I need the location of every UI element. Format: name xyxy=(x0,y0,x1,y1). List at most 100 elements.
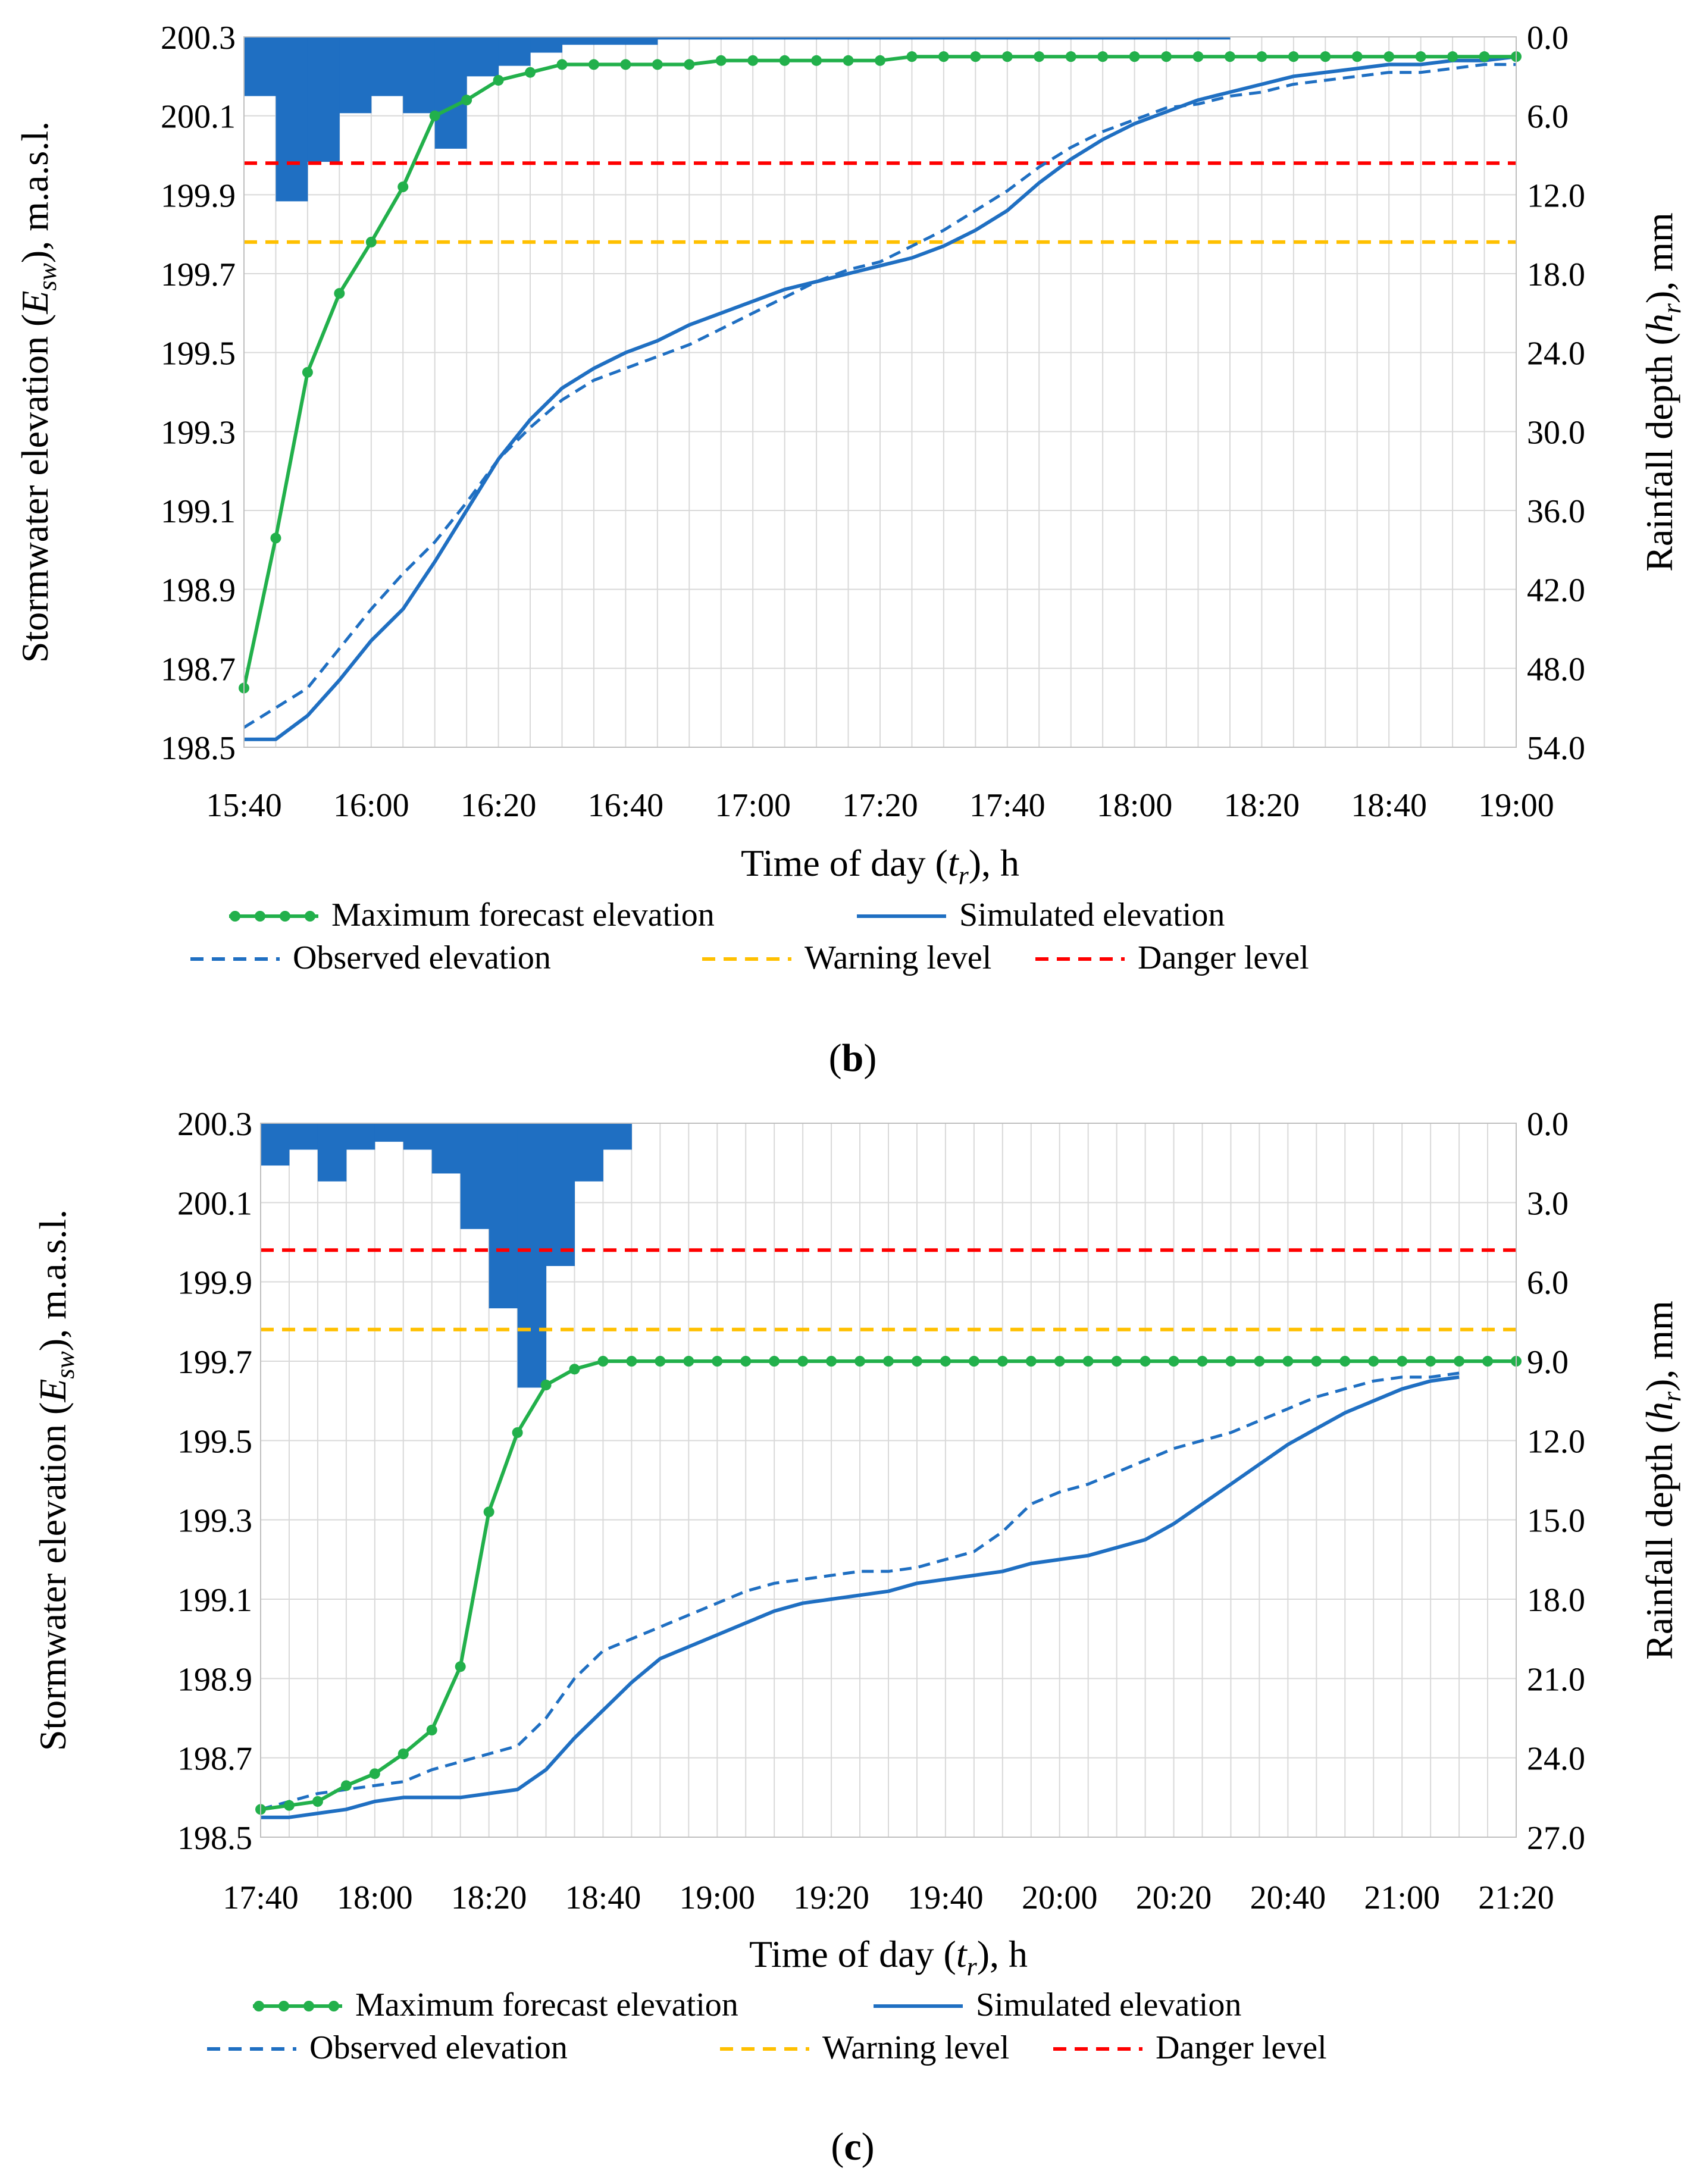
rainfall-bar xyxy=(489,1123,518,1309)
rainfall-bar xyxy=(244,37,276,96)
y-tick-label: 199.9 xyxy=(161,177,236,214)
rainfall-bar xyxy=(460,1123,490,1229)
rainfall-bar xyxy=(912,37,944,40)
forecast-marker xyxy=(620,59,631,70)
x-tick-label: 18:00 xyxy=(337,1879,413,1916)
forecast-marker xyxy=(569,1364,580,1375)
y-axis-ticks: 200.3 200.1 199.9 199.7 199.5 199.3 199.1 198.9… xyxy=(177,1106,252,1857)
legend-marker-forecast xyxy=(278,2001,289,2011)
rainfall-bar xyxy=(1166,37,1198,40)
forecast-marker xyxy=(1482,1356,1494,1367)
forecast-marker xyxy=(997,1356,1008,1367)
forecast-marker xyxy=(1054,1356,1065,1367)
forecast-marker xyxy=(875,55,885,66)
y2-tick-label: 18.0 xyxy=(1527,1582,1585,1619)
forecast-marker xyxy=(312,1796,323,1807)
rainfall-bar xyxy=(339,37,372,114)
gridlines xyxy=(261,1123,1516,1838)
forecast-marker xyxy=(1397,1356,1408,1367)
rainfall-bar xyxy=(880,37,912,40)
x-tick-label: 15:40 xyxy=(206,787,282,824)
x-tick-label: 17:20 xyxy=(842,787,918,824)
rainfall-bar xyxy=(530,37,562,53)
rainfall-bar xyxy=(943,37,976,40)
x-tick-label: 18:20 xyxy=(1224,787,1300,824)
rainfall-bar xyxy=(317,1123,347,1182)
y-tick-label: 199.7 xyxy=(177,1344,252,1381)
forecast-marker xyxy=(461,95,472,106)
y-tick-label: 198.9 xyxy=(161,572,236,609)
x-tick-label: 17:40 xyxy=(969,787,1045,824)
legend-label-warning: Warning level xyxy=(805,939,991,976)
panel-label: (c) xyxy=(831,2125,874,2169)
y-tick-label: 200.1 xyxy=(161,99,236,136)
rainfall-bar xyxy=(374,1123,404,1142)
rainfall-bar xyxy=(261,1123,290,1166)
rainfall-bar xyxy=(657,37,690,40)
legend-label-simulated: Simulated elevation xyxy=(959,897,1225,933)
forecast-marker xyxy=(626,1356,637,1367)
y2-tick-label: 18.0 xyxy=(1527,256,1585,293)
forecast-marker xyxy=(512,1427,523,1438)
rainfall-bar xyxy=(1039,37,1072,40)
forecast-marker xyxy=(779,55,790,66)
forecast-marker xyxy=(588,59,599,70)
forecast-marker xyxy=(397,1749,409,1759)
y2-tick-label: 48.0 xyxy=(1527,651,1585,688)
plot-area-border xyxy=(260,1123,1517,1838)
forecast-marker xyxy=(455,1661,466,1672)
forecast-marker xyxy=(843,55,854,66)
rainfall-bar xyxy=(603,1123,632,1150)
y2-tick-label: 0.0 xyxy=(1527,20,1569,57)
forecast-marker xyxy=(968,1356,979,1367)
forecast-marker xyxy=(1097,51,1109,62)
rainfall-bar xyxy=(975,37,1008,40)
rainfall-bar xyxy=(276,37,308,202)
forecast-marker xyxy=(556,59,568,70)
rainfall-bar xyxy=(848,37,881,40)
y2-tick-label: 9.0 xyxy=(1527,1344,1569,1381)
forecast-markers xyxy=(239,51,1522,694)
forecast-marker xyxy=(826,1356,837,1367)
y2-tick-label: 24.0 xyxy=(1527,1741,1585,1778)
x-tick-label: 18:20 xyxy=(451,1879,527,1916)
forecast-marker xyxy=(270,532,281,544)
rainfall-bar xyxy=(721,37,753,40)
forecast-marker xyxy=(340,1780,352,1791)
forecast-marker xyxy=(883,1356,894,1367)
y2-tick-label: 27.0 xyxy=(1527,1820,1585,1857)
forecast-markers xyxy=(255,1356,1522,1815)
forecast-marker xyxy=(1001,51,1013,62)
legend-marker-forecast xyxy=(305,911,315,922)
forecast-marker xyxy=(1447,51,1458,62)
forecast-marker xyxy=(652,59,663,70)
forecast-marker xyxy=(1065,51,1076,62)
legend-marker-forecast xyxy=(328,2001,339,2011)
rainfall-bar xyxy=(289,1123,318,1150)
y2-tick-label: 12.0 xyxy=(1527,177,1585,214)
y2-tick-label: 3.0 xyxy=(1527,1185,1569,1222)
y-tick-label: 200.1 xyxy=(177,1185,252,1222)
rainfall-bar xyxy=(346,1123,375,1150)
y-tick-label: 199.3 xyxy=(161,414,236,451)
forecast-marker xyxy=(655,1356,666,1367)
chart-panel-c: 200.3 200.1 199.9 199.7 199.5 199.3 199.1 198.9… xyxy=(32,1106,1686,2169)
y2-tick-label: 42.0 xyxy=(1527,572,1585,609)
rainfall-bar xyxy=(784,37,817,40)
forecast-marker xyxy=(1339,1356,1351,1367)
y2-tick-label: 12.0 xyxy=(1527,1423,1585,1460)
x-tick-label: 17:40 xyxy=(223,1879,299,1916)
x-tick-label: 17:00 xyxy=(715,787,791,824)
rainfall-bar xyxy=(403,1123,433,1150)
forecast-marker xyxy=(1320,51,1331,62)
forecast-marker xyxy=(747,55,759,66)
forecast-marker xyxy=(429,110,440,121)
rainfall-bars xyxy=(244,37,1231,202)
y2-axis-title: Rainfall depth (hr), mm xyxy=(1638,1301,1686,1660)
legend-label-observed: Observed elevation xyxy=(293,939,551,976)
simulated-series-line xyxy=(244,55,1517,741)
rainfall-bar xyxy=(307,37,340,162)
y-tick-label: 198.5 xyxy=(177,1820,252,1857)
forecast-marker xyxy=(334,288,345,299)
forecast-marker xyxy=(1025,1356,1037,1367)
